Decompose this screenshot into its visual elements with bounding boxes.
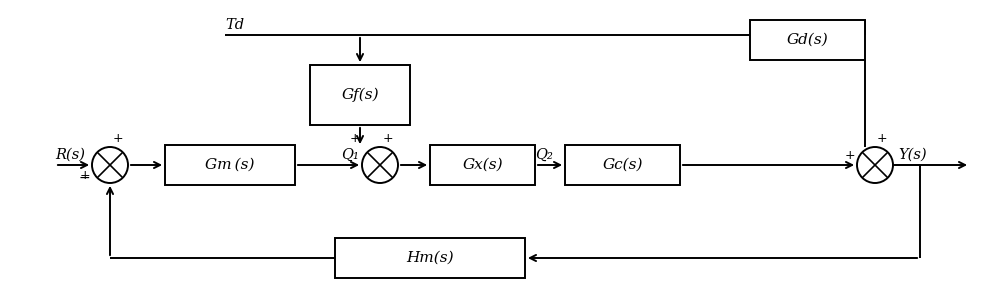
Text: Gf(s): Gf(s) xyxy=(341,88,379,102)
Text: −: − xyxy=(78,171,90,185)
Bar xyxy=(750,20,865,60)
Text: Hm(s): Hm(s) xyxy=(406,251,454,265)
Text: R(s): R(s) xyxy=(55,148,85,162)
Text: Td: Td xyxy=(225,18,244,32)
Text: Gc(s): Gc(s) xyxy=(602,158,643,172)
Text: +: + xyxy=(113,132,124,145)
Text: Q₁: Q₁ xyxy=(341,148,359,162)
Text: Y(s): Y(s) xyxy=(898,148,927,162)
Bar xyxy=(565,145,680,185)
Text: +: + xyxy=(79,169,90,182)
Text: +: + xyxy=(383,132,394,145)
Text: Q₂: Q₂ xyxy=(535,148,553,162)
Bar xyxy=(430,145,535,185)
Bar xyxy=(310,65,410,125)
Text: Gm (s): Gm (s) xyxy=(205,158,255,172)
Bar xyxy=(165,145,295,185)
Bar xyxy=(335,238,525,278)
Text: Gx(s): Gx(s) xyxy=(462,158,503,172)
Text: Gd(s): Gd(s) xyxy=(787,33,828,47)
Text: +: + xyxy=(877,132,888,145)
Text: +: + xyxy=(349,132,360,145)
Text: +: + xyxy=(844,149,855,162)
